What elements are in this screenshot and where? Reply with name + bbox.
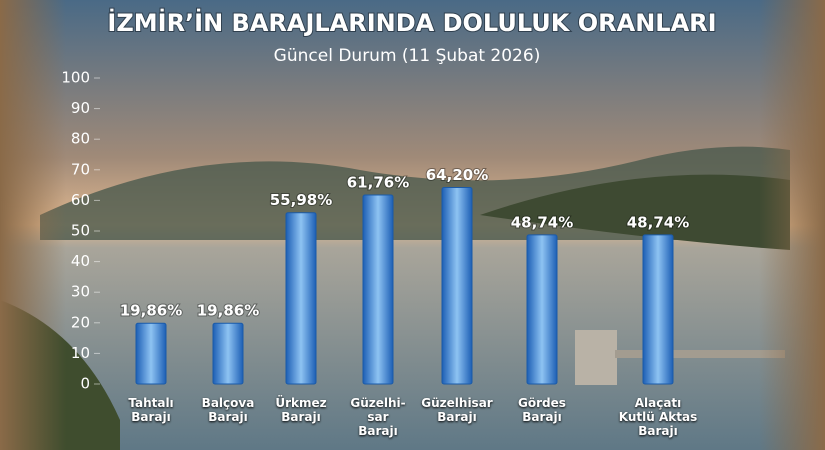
y-tick-label: 50 (71, 222, 90, 240)
value-label: 55,98% (270, 191, 332, 209)
bar (285, 212, 317, 385)
y-tick-label: 10 (71, 344, 90, 362)
y-tick-label: 20 (71, 313, 90, 331)
x-tick-label: Güzelhi- sar Barajı (350, 396, 406, 438)
bar (441, 187, 473, 385)
y-tick-label: 90 (71, 99, 90, 117)
x-tick-label: Gördes Barajı (518, 396, 566, 424)
bar (362, 194, 394, 385)
chart-title: İZMİR’İN BARAJLARINDA DOLULUK ORANLARI (107, 8, 716, 37)
x-tick-label: Alaçatı Kutlü Aktas Barajı (618, 396, 698, 438)
value-label: 61,76% (347, 174, 409, 192)
value-label: 64,20% (426, 166, 488, 184)
x-tick-label: Balçova Barajı (201, 396, 255, 424)
y-tick-label: 80 (71, 130, 90, 148)
value-label: 19,86% (197, 302, 259, 320)
y-tick-label: 100 (61, 69, 90, 87)
bar (642, 234, 674, 385)
y-tick-label: 60 (71, 191, 90, 209)
x-tick-label: Ürkmez Barajı (275, 396, 327, 424)
bar (526, 234, 558, 385)
value-label: 48,74% (511, 213, 573, 231)
bar (135, 322, 167, 385)
value-label: 48,74% (627, 213, 689, 231)
x-tick-label: Güzelhisar Barajı (421, 396, 493, 424)
y-tick-label: 70 (71, 160, 90, 178)
x-tick-label: Tahtalı Barajı (128, 396, 174, 424)
chart-subtitle: Güncel Durum (11 Şubat 2026) (274, 46, 541, 66)
y-tick-label: 0 (80, 375, 90, 393)
value-label: 19,86% (120, 302, 182, 320)
y-tick-label: 40 (71, 252, 90, 270)
bar (212, 322, 244, 385)
y-tick-label: 30 (71, 283, 90, 301)
